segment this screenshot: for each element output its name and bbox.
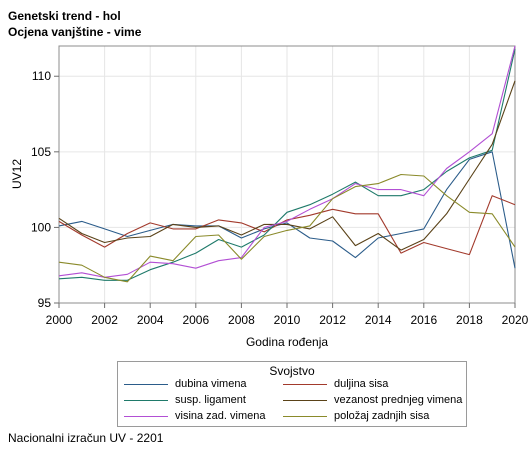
series-line-1 (58, 151, 516, 269)
legend-label: dubina vimena (175, 378, 247, 390)
series-lines (58, 45, 516, 283)
chart-title: Genetski trend - hol (8, 9, 121, 23)
grid (58, 46, 516, 304)
axes: 2000 2002 2004 2006 2008 2010 2012 2014 2016 2018… (31, 69, 529, 327)
x-tick-label: 2002 (91, 313, 118, 327)
series-line-4 (58, 80, 516, 251)
legend-swatch (283, 399, 327, 401)
legend: Svojstvo dubina vimena duljina sisa susp. … (117, 361, 467, 427)
x-tick-label: 2016 (410, 313, 437, 327)
legend-item: vezanost prednjeg vimena (283, 393, 462, 407)
legend-item: visina zad. vimena (124, 409, 266, 423)
legend-title: Svojstvo (269, 364, 315, 378)
x-tick-label: 2006 (182, 313, 209, 327)
x-tick-label: 2018 (456, 313, 483, 327)
x-axis-label: Godina rođenja (246, 335, 328, 349)
y-tick-label: 105 (31, 145, 51, 159)
x-tick-label: 2008 (228, 313, 255, 327)
y-axis-label: UV12 (10, 159, 24, 189)
x-tick-label: 2012 (319, 313, 346, 327)
footnote: Nacionalni izračun UV - 2201 (8, 431, 164, 445)
legend-item: dubina vimena (124, 377, 247, 391)
legend-swatch (124, 415, 168, 417)
series-line-5 (58, 45, 516, 278)
x-tick-label: 2004 (137, 313, 164, 327)
legend-swatch (283, 415, 327, 417)
y-tick-label: 95 (38, 296, 52, 310)
chart-subtitle: Ocjena vanjštine - vime (8, 25, 142, 39)
legend-label: susp. ligament (175, 394, 246, 406)
x-tick-label: 2010 (274, 313, 301, 327)
legend-label: položaj zadnjih sisa (334, 410, 430, 422)
y-tick-label: 100 (31, 220, 51, 234)
legend-swatch (124, 383, 168, 385)
x-tick-label: 2014 (365, 313, 392, 327)
legend-label: vezanost prednjeg vimena (334, 394, 463, 406)
series-line-6 (58, 173, 516, 283)
legend-swatch (283, 383, 327, 385)
legend-label: duljina sisa (334, 378, 389, 390)
legend-item: susp. ligament (124, 393, 246, 407)
y-tick-label: 110 (32, 69, 51, 83)
series-line-2 (58, 195, 516, 256)
legend-label: visina zad. vimena (175, 410, 266, 422)
x-tick-label: 2000 (46, 313, 73, 327)
x-tick-label: 2020 (502, 313, 529, 327)
legend-item: duljina sisa (283, 377, 388, 391)
legend-swatch (124, 399, 168, 401)
legend-item: položaj zadnjih sisa (283, 409, 429, 423)
